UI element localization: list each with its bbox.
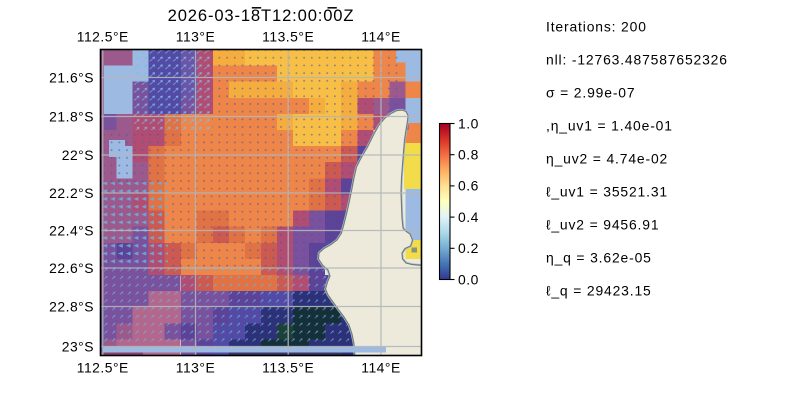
svg-text:nll: -12763.487587652326: nll: -12763.487587652326 [546,52,728,68]
svg-text:113°E: 113°E [176,29,215,45]
svg-text:113°E: 113°E [176,360,215,376]
svg-text:ℓ_uv1 = 35521.31: ℓ_uv1 = 35521.31 [546,184,668,200]
svg-text:2026-03-18T12:00:00Z: 2026-03-18T12:00:00Z [168,6,355,25]
svg-text:113.5°E: 113.5°E [262,360,314,376]
svg-text:22.2°S: 22.2°S [49,185,94,201]
svg-text:0.8: 0.8 [458,147,479,163]
svg-text:0.2: 0.2 [458,240,479,256]
svg-text:22.4°S: 22.4°S [49,222,94,238]
svg-text:0.4: 0.4 [458,209,479,225]
svg-text:ℓ_uv2 = 9456.91: ℓ_uv2 = 9456.91 [546,217,659,233]
svg-text:113.5°E: 113.5°E [262,29,314,45]
svg-text:114°E: 114°E [361,29,400,45]
svg-text:114°E: 114°E [361,360,400,376]
svg-text:0.0: 0.0 [458,271,479,287]
svg-text:σ = 2.99e-07: σ = 2.99e-07 [546,85,635,101]
svg-text:η_q = 3.62e-05: η_q = 3.62e-05 [546,250,652,266]
svg-text:,η_uv1 = 1.40e-01: ,η_uv1 = 1.40e-01 [546,118,673,134]
svg-text:η_uv2 = 4.74e-02: η_uv2 = 4.74e-02 [546,151,668,167]
svg-text:1.0: 1.0 [458,115,479,131]
svg-text:Iterations: 200: Iterations: 200 [546,19,647,35]
svg-text:23°S: 23°S [62,338,94,354]
svg-text:112.5°E: 112.5°E [77,29,129,45]
svg-text:21.6°S: 21.6°S [49,69,94,85]
svg-text:22.6°S: 22.6°S [49,260,94,276]
svg-text:21.8°S: 21.8°S [49,108,94,124]
svg-text:112.5°E: 112.5°E [77,360,129,376]
svg-text:ℓ_q = 29423.15: ℓ_q = 29423.15 [546,283,652,299]
svg-text:22°S: 22°S [62,147,94,163]
svg-text:0.6: 0.6 [458,178,479,194]
svg-text:22.8°S: 22.8°S [49,298,94,314]
